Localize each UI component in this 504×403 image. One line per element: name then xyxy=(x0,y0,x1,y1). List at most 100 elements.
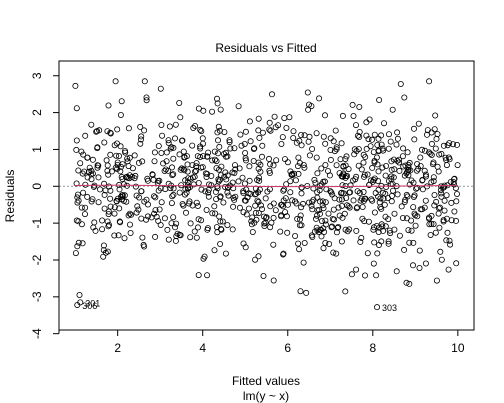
data-point xyxy=(255,115,262,122)
data-point xyxy=(100,253,107,260)
data-point xyxy=(349,101,356,108)
data-point xyxy=(178,165,185,172)
data-point xyxy=(74,191,81,198)
data-point xyxy=(422,197,429,204)
data-point xyxy=(313,154,320,161)
y-tick-label: 0 xyxy=(30,183,44,190)
data-point xyxy=(169,172,176,179)
data-point xyxy=(329,191,336,198)
y-tick-label: 2 xyxy=(30,109,44,116)
data-point xyxy=(225,192,232,199)
data-point xyxy=(286,114,293,121)
data-point xyxy=(308,103,315,110)
data-point xyxy=(258,153,265,160)
data-point xyxy=(278,140,285,147)
data-point xyxy=(298,131,305,138)
data-point xyxy=(341,210,348,217)
data-point xyxy=(86,164,93,171)
data-point xyxy=(444,142,451,149)
data-point xyxy=(364,250,371,257)
data-point xyxy=(358,234,365,241)
data-point xyxy=(177,166,184,173)
data-point xyxy=(212,188,219,195)
data-point xyxy=(161,215,168,222)
data-point xyxy=(235,103,242,110)
data-point xyxy=(358,166,365,173)
y-axis: -4 -3 -2 -1 0 1 2 3 xyxy=(30,72,60,339)
data-point xyxy=(121,235,128,242)
data-point xyxy=(281,156,288,163)
data-point xyxy=(240,240,247,247)
data-point xyxy=(428,179,435,186)
y-tick-label: 1 xyxy=(30,146,44,153)
data-point xyxy=(370,260,377,267)
data-point xyxy=(195,272,202,279)
data-point xyxy=(191,228,198,235)
data-point xyxy=(79,240,86,247)
data-point xyxy=(448,199,455,206)
data-point xyxy=(368,196,375,203)
data-point xyxy=(166,123,173,130)
data-point xyxy=(260,272,267,279)
data-point xyxy=(270,277,277,284)
data-point xyxy=(209,108,216,115)
data-point xyxy=(343,153,350,160)
data-point xyxy=(365,136,372,143)
data-point xyxy=(179,200,186,207)
data-point xyxy=(214,129,221,136)
data-point xyxy=(280,203,287,210)
data-point xyxy=(371,131,378,138)
data-point xyxy=(95,174,102,181)
data-point xyxy=(178,182,185,189)
data-point xyxy=(434,163,441,170)
data-point xyxy=(404,149,411,156)
data-point xyxy=(137,123,144,130)
data-point xyxy=(378,238,385,245)
data-point xyxy=(239,174,246,181)
data-point xyxy=(184,168,191,175)
data-point xyxy=(242,197,249,204)
data-point xyxy=(453,260,460,267)
data-point xyxy=(394,129,401,136)
data-point xyxy=(318,217,325,224)
data-point xyxy=(346,226,353,233)
x-axis-label: Fitted values xyxy=(232,374,300,388)
data-point xyxy=(257,168,264,175)
data-point xyxy=(310,196,317,203)
data-point xyxy=(424,127,431,134)
data-point xyxy=(254,197,261,204)
data-point xyxy=(361,171,368,178)
data-point xyxy=(267,127,274,134)
data-point xyxy=(242,128,249,135)
data-point xyxy=(198,164,205,171)
data-point xyxy=(78,148,85,155)
data-point xyxy=(236,204,243,211)
data-point xyxy=(432,112,439,119)
data-point xyxy=(264,188,271,195)
data-point xyxy=(84,193,91,200)
data-point xyxy=(197,126,204,133)
data-point xyxy=(365,218,372,225)
data-point xyxy=(242,149,249,156)
data-point xyxy=(242,155,249,162)
data-point xyxy=(220,150,227,157)
data-point xyxy=(438,256,445,263)
data-point xyxy=(157,221,164,228)
data-point xyxy=(204,153,211,160)
data-point xyxy=(184,161,191,168)
data-point xyxy=(303,289,310,296)
data-point xyxy=(322,239,329,246)
data-point xyxy=(143,216,150,223)
data-point xyxy=(262,219,269,226)
data-point xyxy=(396,167,403,174)
data-point xyxy=(124,182,131,189)
data-point xyxy=(186,198,193,205)
data-point xyxy=(292,232,299,239)
data-point xyxy=(387,138,394,145)
data-point xyxy=(273,157,280,164)
x-tick-label: 8 xyxy=(369,341,376,355)
data-point xyxy=(252,202,259,209)
data-point xyxy=(211,247,218,254)
data-point xyxy=(370,226,377,233)
data-point xyxy=(445,266,452,273)
